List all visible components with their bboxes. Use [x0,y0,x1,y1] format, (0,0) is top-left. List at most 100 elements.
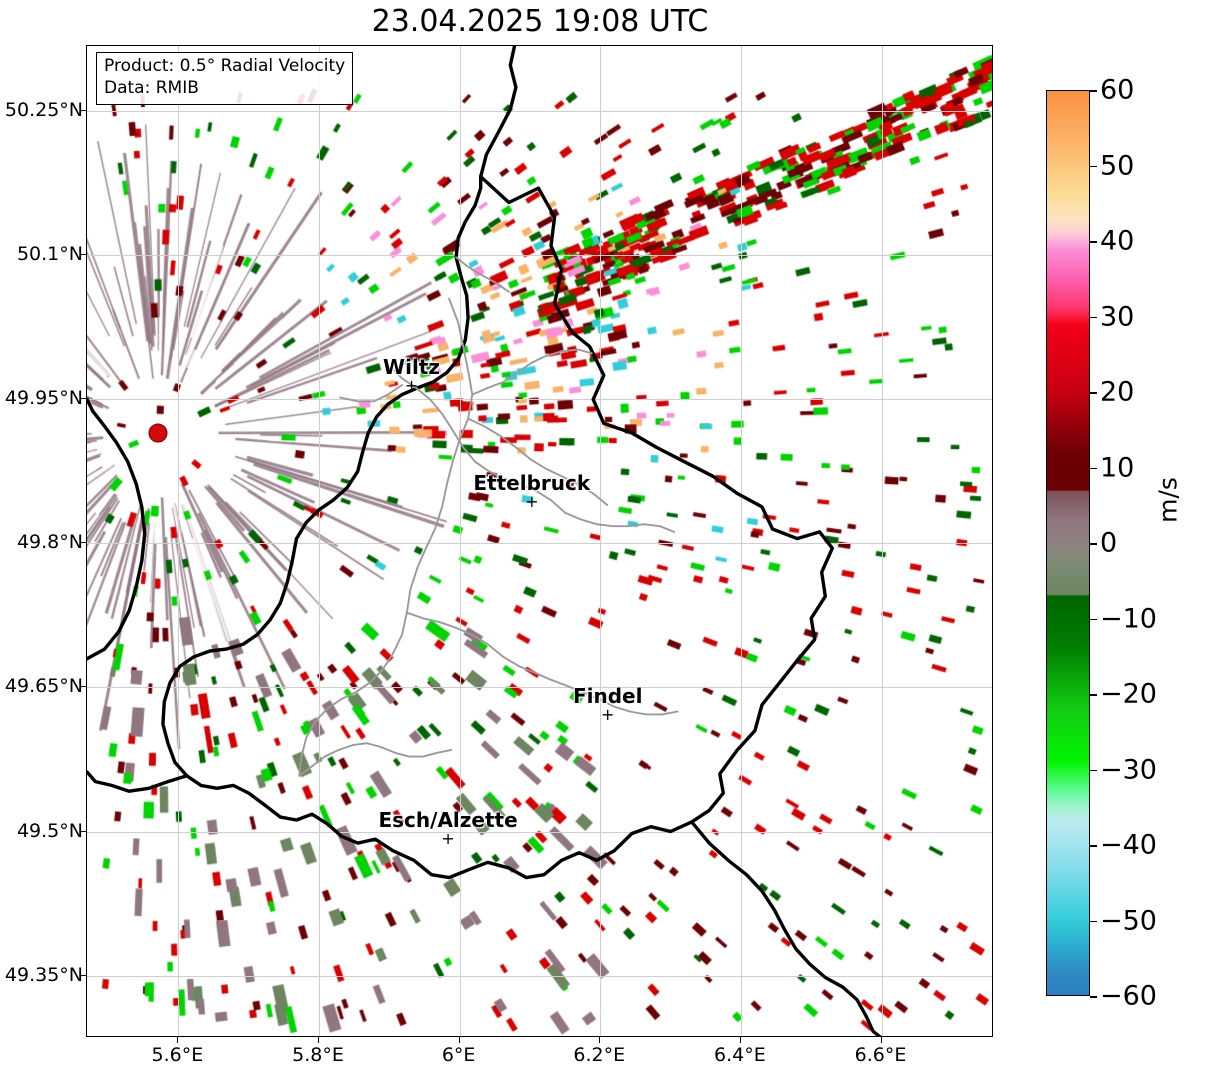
x-tick [458,1037,460,1043]
colorbar-tick-label: −50 [1100,905,1157,936]
y-tick [80,974,86,976]
gridline-vertical [459,46,461,1036]
colorbar-tick [1090,845,1097,847]
colorbar-tick-label: −20 [1100,678,1157,710]
city-marker-icon: + [404,376,419,396]
gridline-vertical [178,46,180,1036]
colorbar-tick [1090,316,1097,319]
france-germany-border-south [690,820,882,1036]
x-tick-label: 6.6°E [854,1044,907,1066]
belgium-border-west-arc [87,397,147,661]
colorbar-tick [1090,996,1097,998]
colorbar-tick-label: −60 [1100,980,1157,1012]
colorbar-tick [1090,90,1097,92]
admin-boundary-2 [467,417,609,506]
velocity-colorbar[interactable] [1046,90,1090,996]
city-label-wiltz: Wiltz + [383,355,441,396]
colorbar-tick-label: 20 [1100,376,1135,408]
admin-boundary-4 [405,611,679,716]
colorbar-tick [1090,392,1097,394]
city-label-ettelbruck: Ettelbruck + [473,471,591,512]
gridline-horizontal [87,255,992,257]
radar-site-marker[interactable] [148,423,168,443]
city-name: Wiltz [383,355,441,380]
x-tick-label: 5.6°E [151,1044,204,1066]
gridline-horizontal [87,543,992,545]
colorbar-tick-label: 10 [1100,452,1135,483]
page-title: 23.04.2025 19:08 UTC [371,4,709,39]
admin-boundary-5 [298,742,453,777]
colorbar-tick [1090,769,1097,772]
colorbar-tick-label: 60 [1100,74,1135,106]
info-product-line: Product: 0.5° Radial Velocity [104,56,346,76]
x-tick [177,1037,179,1043]
admin-boundary-0 [298,297,474,777]
y-tick-label: 50.1°N [16,243,83,266]
radar-velocity-field [87,46,992,1036]
y-tick [80,110,86,112]
city-name: Ettelbruck [473,471,591,496]
info-data-line: Data: RMIB [104,77,199,98]
city-marker-icon: + [441,829,455,849]
gridline-horizontal [87,687,992,689]
gridline-vertical [600,46,602,1036]
city-label-esch-alzette: Esch/Alzette + [378,808,518,849]
colorbar-tick-label: −40 [1100,829,1157,861]
admin-boundary-1 [388,364,567,514]
gridline-vertical [881,46,883,1036]
colorbar-tick [1090,543,1097,545]
city-label-findel: Findel + [572,683,643,724]
y-tick [80,254,86,256]
city-name: Esch/Alzette [378,808,518,833]
radar-map-axes[interactable] [86,45,993,1037]
gridline-horizontal [87,111,992,113]
x-tick-label: 5.8°E [292,1044,344,1066]
admin-boundary-7 [339,384,403,403]
admin-boundary-6 [564,511,676,533]
colorbar-tick-label: 50 [1100,150,1135,181]
colorbar-tick [1090,241,1097,243]
colorbar-tick-label: 30 [1100,301,1135,332]
y-tick-label: 49.5°N [16,819,83,842]
colorbar-unit-label: m/s [1153,477,1183,523]
x-tick [318,1037,320,1043]
colorbar-tick [1090,694,1097,696]
belgium-border-southwest [87,770,189,793]
colorbar-tick [1090,618,1097,621]
admin-boundary-3 [471,348,593,396]
city-marker-icon: + [600,704,615,724]
y-tick [80,830,86,832]
colorbar-tick-label: −30 [1100,754,1157,785]
y-tick [80,686,86,688]
y-tick-label: 50.25°N [4,99,83,122]
y-tick-label: 49.35°N [4,963,83,986]
belgium-germany-border-north [479,46,518,179]
y-tick [80,398,86,400]
colorbar-gradient [1047,91,1089,995]
x-tick-label: 6.4°E [714,1044,766,1066]
y-tick [80,542,86,544]
gridline-horizontal [87,399,992,401]
luxembourg-national-border [161,174,834,880]
colorbar-tick [1090,165,1097,168]
gridline-vertical [319,46,321,1036]
colorbar-tick-label: 0 [1100,527,1118,559]
y-tick-label: 49.95°N [4,387,83,410]
city-name: Findel [572,683,643,708]
y-tick-label: 49.8°N [16,531,83,554]
geography-overlay [87,46,882,1036]
gridline-horizontal [87,975,992,977]
x-tick-label: 6.2°E [573,1044,626,1066]
x-tick-label: 6°E [441,1044,476,1066]
gridline-vertical [740,46,742,1036]
x-tick [599,1037,601,1043]
gridline-horizontal [87,831,992,833]
colorbar-tick [1090,920,1097,923]
colorbar-tick-label: −10 [1100,603,1157,634]
colorbar-tick-label: 40 [1100,225,1135,257]
colorbar-tick [1090,467,1097,470]
product-info-box: Product: 0.5° Radial Velocity Data: RMIB [96,52,354,105]
y-tick-label: 49.65°N [4,675,83,698]
city-marker-icon: + [525,492,539,512]
x-tick [880,1037,882,1043]
